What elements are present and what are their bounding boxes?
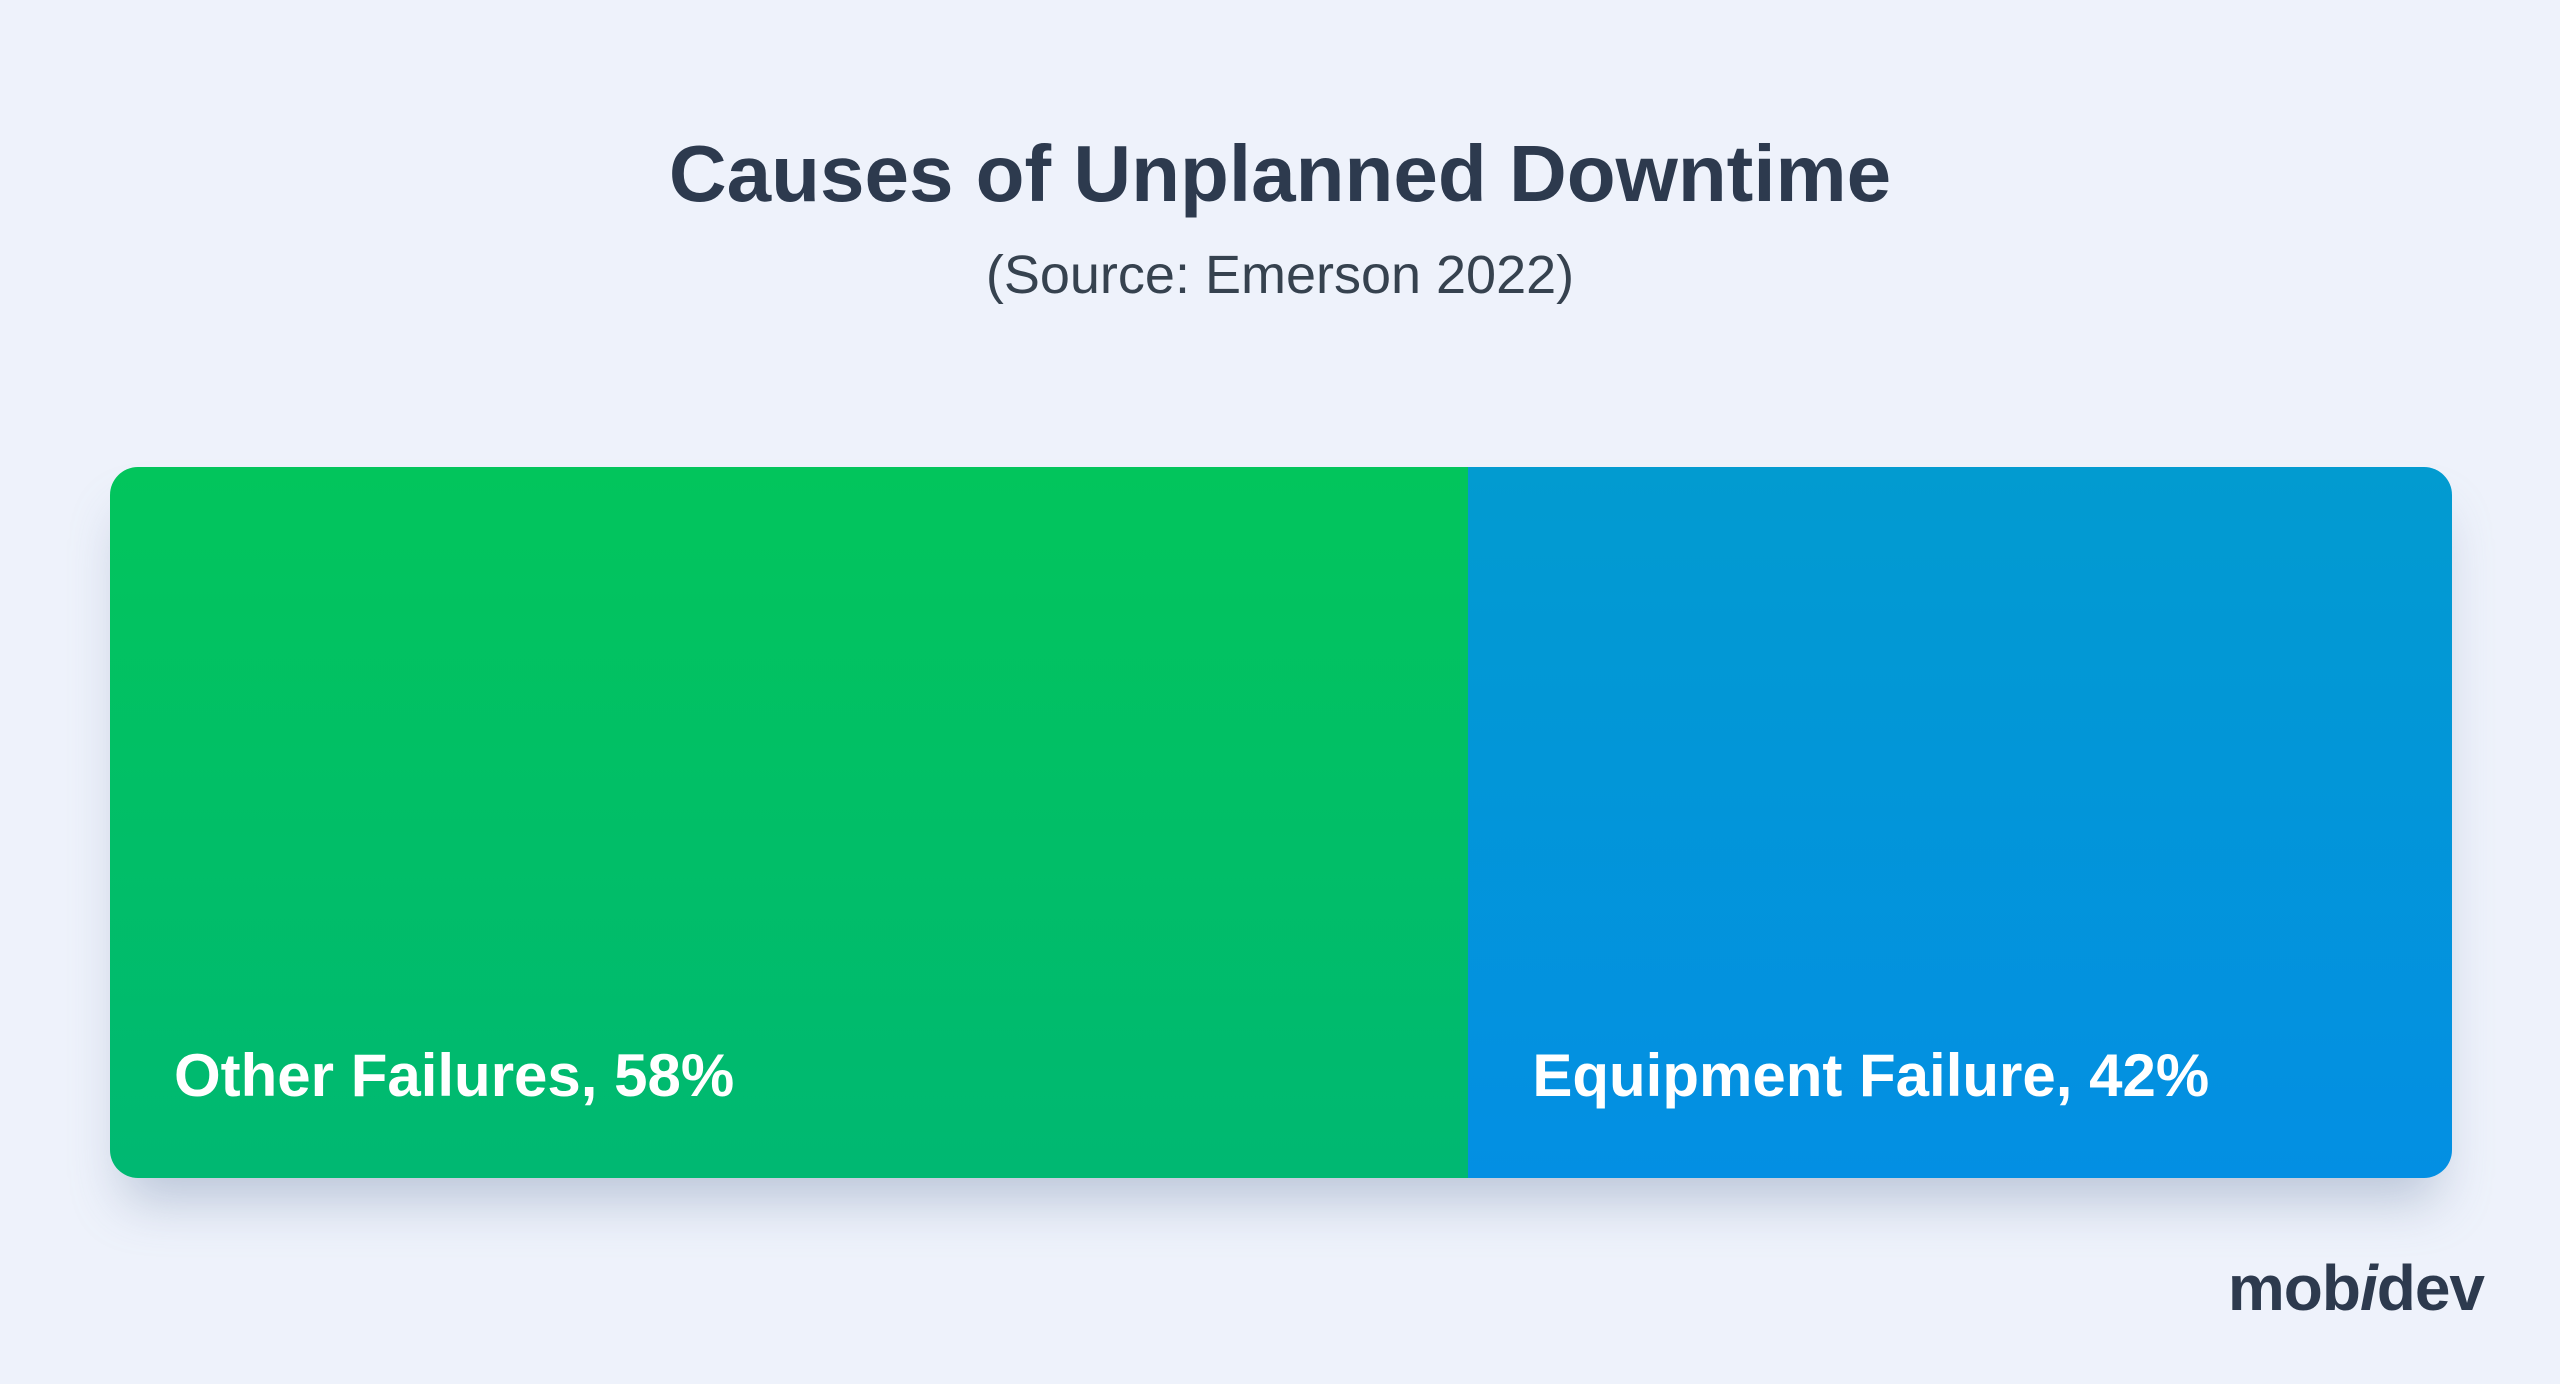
stacked-bar-chart: Other Failures, 58% Equipment Failure, 4… (110, 467, 2452, 1178)
segment-label-equipment-failure: Equipment Failure, 42% (1532, 1042, 2210, 1109)
page-subtitle: (Source: Emerson 2022) (985, 245, 1575, 305)
bar-segment-equipment-failure: Equipment Failure, 42% (1468, 467, 2452, 1178)
page-title: Causes of Unplanned Downtime (668, 129, 1892, 218)
logo-text-mob: mob (2227, 1252, 2361, 1324)
logo-text-dev: dev (2376, 1252, 2485, 1324)
logo-text-i: i (2359, 1252, 2378, 1324)
header: Causes of Unplanned Downtime (Source: Em… (0, 128, 2560, 306)
mobidev-logo: mobidev (2228, 1256, 2485, 1320)
bar-segment-other-failures: Other Failures, 58% (110, 467, 1469, 1178)
segment-label-other-failures: Other Failures, 58% (174, 1042, 735, 1109)
